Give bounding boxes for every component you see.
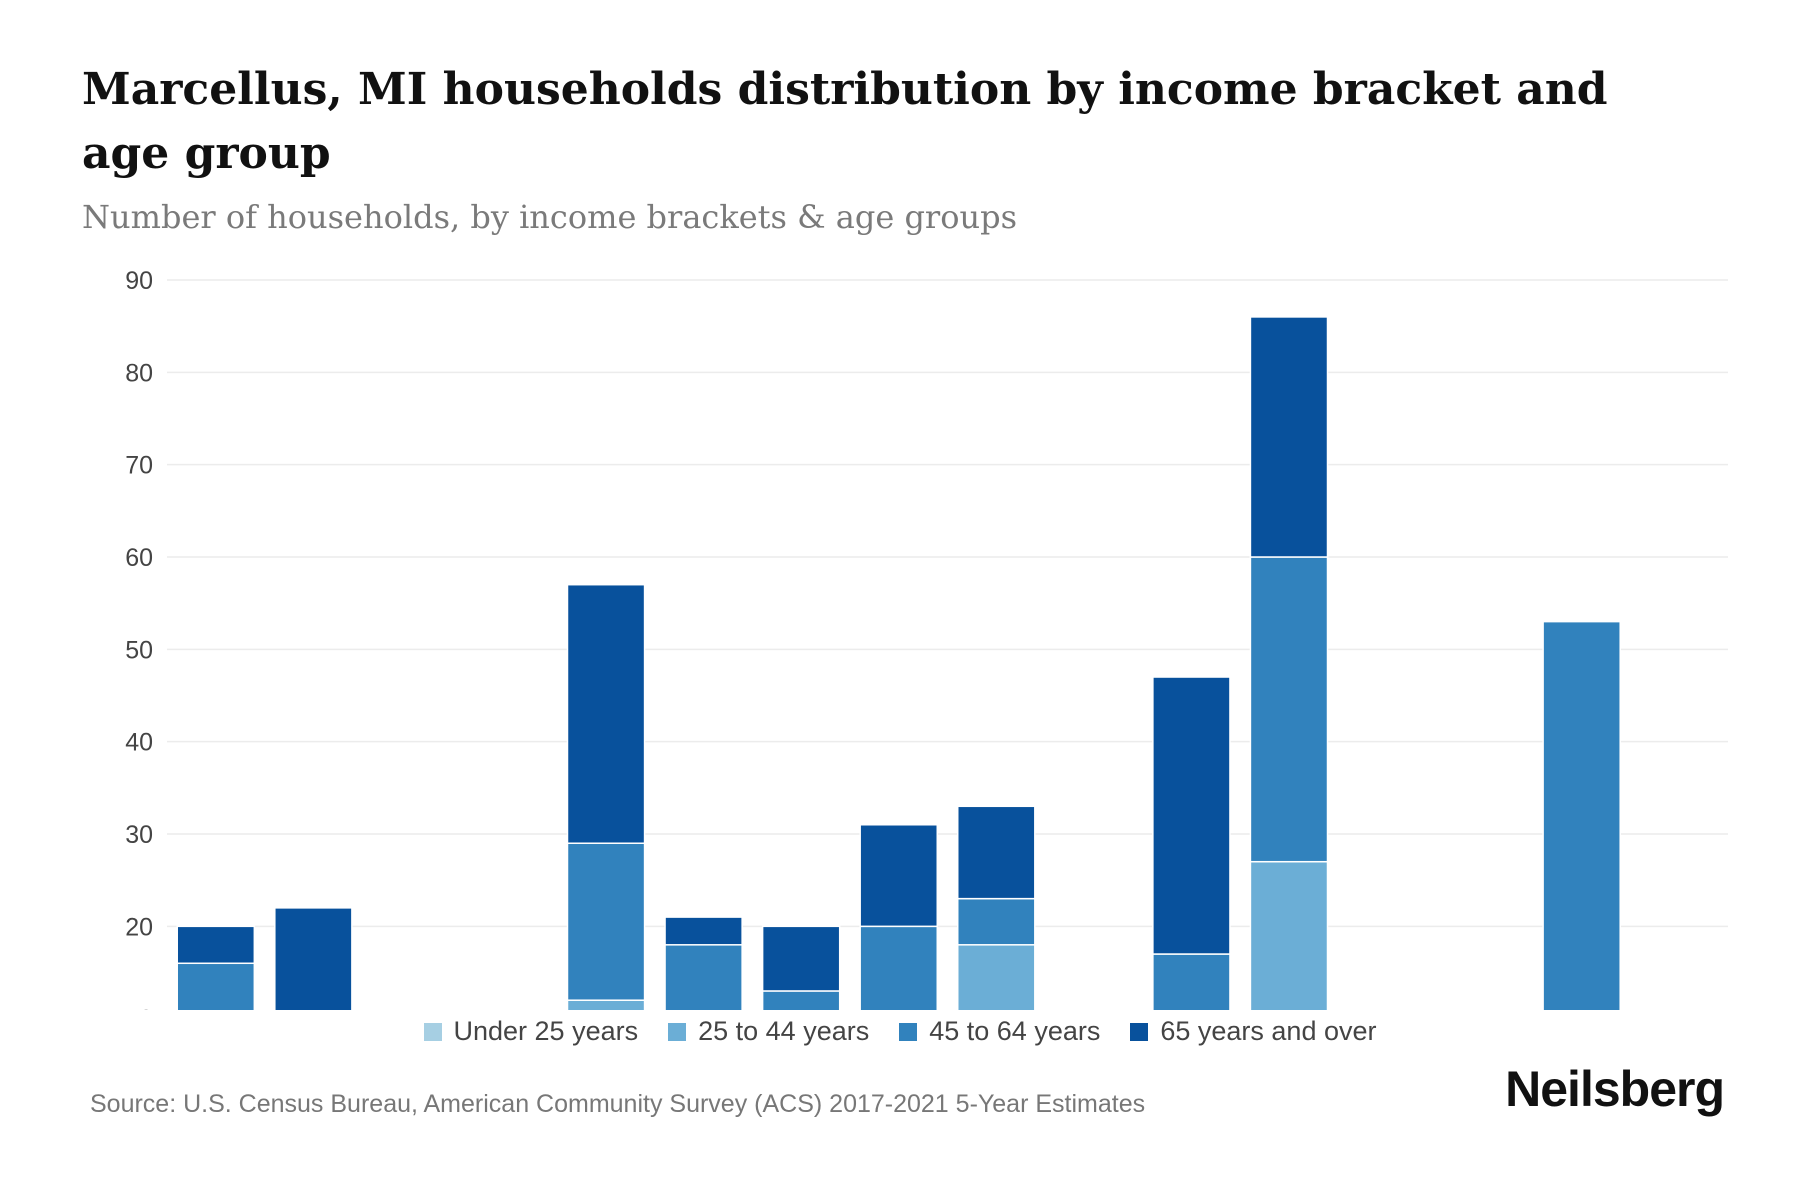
y-tick-label: 40 bbox=[125, 729, 153, 757]
legend-swatch bbox=[423, 1022, 442, 1041]
y-tick-label: 10 bbox=[125, 1006, 153, 1010]
bar-segment-65-years-and-over bbox=[761, 925, 841, 992]
bar-segment-45-to-64-years bbox=[566, 842, 646, 1001]
bar-segment-25-to-44-years bbox=[566, 999, 646, 1010]
y-tick-label: 30 bbox=[125, 821, 153, 849]
bar-segment-45-to-64-years bbox=[1347, 1008, 1426, 1010]
bar-segment-45-to-64-years bbox=[1152, 953, 1231, 1010]
bar-segment-45-to-64-years bbox=[859, 925, 939, 1010]
legend-swatch bbox=[668, 1022, 687, 1041]
bar-segment-65-years-and-over bbox=[1249, 316, 1329, 558]
chart-subtitle: Number of households, by income brackets… bbox=[82, 198, 1017, 236]
bar-segment-65-years-and-over bbox=[274, 907, 353, 1010]
legend-label: 65 years and over bbox=[1160, 1016, 1377, 1046]
neilsberg-logo: Neilsberg bbox=[1505, 1061, 1725, 1117]
bar-segment-65-years-and-over bbox=[566, 583, 646, 844]
legend-label: Under 25 years bbox=[453, 1016, 639, 1046]
bar-segment-65-years-and-over bbox=[664, 916, 743, 946]
legend-item: 45 to 64 years bbox=[899, 1016, 1100, 1047]
bar-segment-25-to-44-years bbox=[956, 944, 1036, 1010]
y-tick-label: 50 bbox=[125, 636, 153, 664]
legend-swatch bbox=[899, 1022, 918, 1041]
bar-segment-45-to-64-years bbox=[1249, 556, 1329, 863]
stacked-bar-chart: 0102030405060708090< $10k$10 - 15k$15k -… bbox=[125, 267, 1728, 1010]
bar-segment-25-to-44-years bbox=[1249, 860, 1329, 1010]
source-note: Source: U.S. Census Bureau, American Com… bbox=[90, 1090, 1146, 1118]
bar-segment-65-years-and-over bbox=[1152, 676, 1231, 955]
bar-segment-65-years-and-over bbox=[859, 824, 939, 928]
bar-segment-45-to-64-years bbox=[176, 962, 256, 1010]
bar-segment-45-to-64-years bbox=[1542, 620, 1621, 1010]
legend-label: 25 to 44 years bbox=[698, 1016, 870, 1046]
chart-title: Marcellus, MI households distribution by… bbox=[82, 64, 1608, 179]
legend-item: 65 years and over bbox=[1130, 1016, 1377, 1047]
y-tick-label: 60 bbox=[125, 544, 153, 572]
legend-item: Under 25 years bbox=[423, 1016, 639, 1047]
y-tick-label: 70 bbox=[125, 452, 153, 480]
bar-segment-45-to-64-years bbox=[664, 944, 743, 1010]
bar-segment-65-years-and-over bbox=[176, 925, 256, 965]
bar-segment-45-to-64-years bbox=[956, 897, 1036, 946]
y-tick-label: 90 bbox=[125, 267, 153, 295]
bar-segment-65-years-and-over bbox=[956, 805, 1036, 900]
bar-segment-45-to-64-years bbox=[761, 990, 841, 1010]
legend-item: 25 to 44 years bbox=[668, 1016, 869, 1047]
legend-label: 45 to 64 years bbox=[929, 1016, 1101, 1046]
y-tick-label: 80 bbox=[125, 359, 153, 387]
y-tick-label: 20 bbox=[125, 913, 153, 941]
legend: Under 25 years 25 to 44 years 45 to 64 yea… bbox=[0, 1016, 1800, 1047]
legend-swatch bbox=[1130, 1022, 1149, 1041]
